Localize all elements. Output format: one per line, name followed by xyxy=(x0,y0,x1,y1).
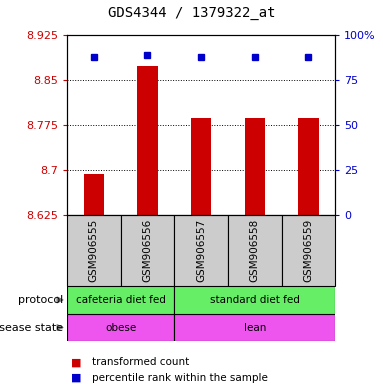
Text: transformed count: transformed count xyxy=(92,358,189,367)
Bar xyxy=(244,118,265,215)
Text: percentile rank within the sample: percentile rank within the sample xyxy=(92,373,268,383)
Bar xyxy=(83,174,104,215)
Text: GSM906558: GSM906558 xyxy=(250,219,260,282)
Text: GDS4344 / 1379322_at: GDS4344 / 1379322_at xyxy=(108,7,275,20)
Text: ■: ■ xyxy=(71,358,81,367)
Text: disease state: disease state xyxy=(0,323,63,333)
Bar xyxy=(174,314,335,341)
Bar xyxy=(67,314,174,341)
Text: protocol: protocol xyxy=(18,295,63,305)
Bar xyxy=(228,215,282,286)
Text: ■: ■ xyxy=(71,373,81,383)
Bar xyxy=(191,118,211,215)
Text: obese: obese xyxy=(105,323,136,333)
Text: GSM906555: GSM906555 xyxy=(89,219,99,282)
Text: GSM906557: GSM906557 xyxy=(196,219,206,282)
Text: standard diet fed: standard diet fed xyxy=(210,295,300,305)
Bar xyxy=(174,215,228,286)
Bar xyxy=(137,66,158,215)
Bar xyxy=(67,215,121,286)
Text: lean: lean xyxy=(244,323,266,333)
Bar xyxy=(121,215,174,286)
Bar xyxy=(282,215,335,286)
Bar xyxy=(298,118,319,215)
Text: GSM906559: GSM906559 xyxy=(303,219,313,282)
Bar xyxy=(174,286,335,314)
Text: GSM906556: GSM906556 xyxy=(142,219,152,282)
Bar xyxy=(67,286,174,314)
Text: cafeteria diet fed: cafeteria diet fed xyxy=(76,295,165,305)
